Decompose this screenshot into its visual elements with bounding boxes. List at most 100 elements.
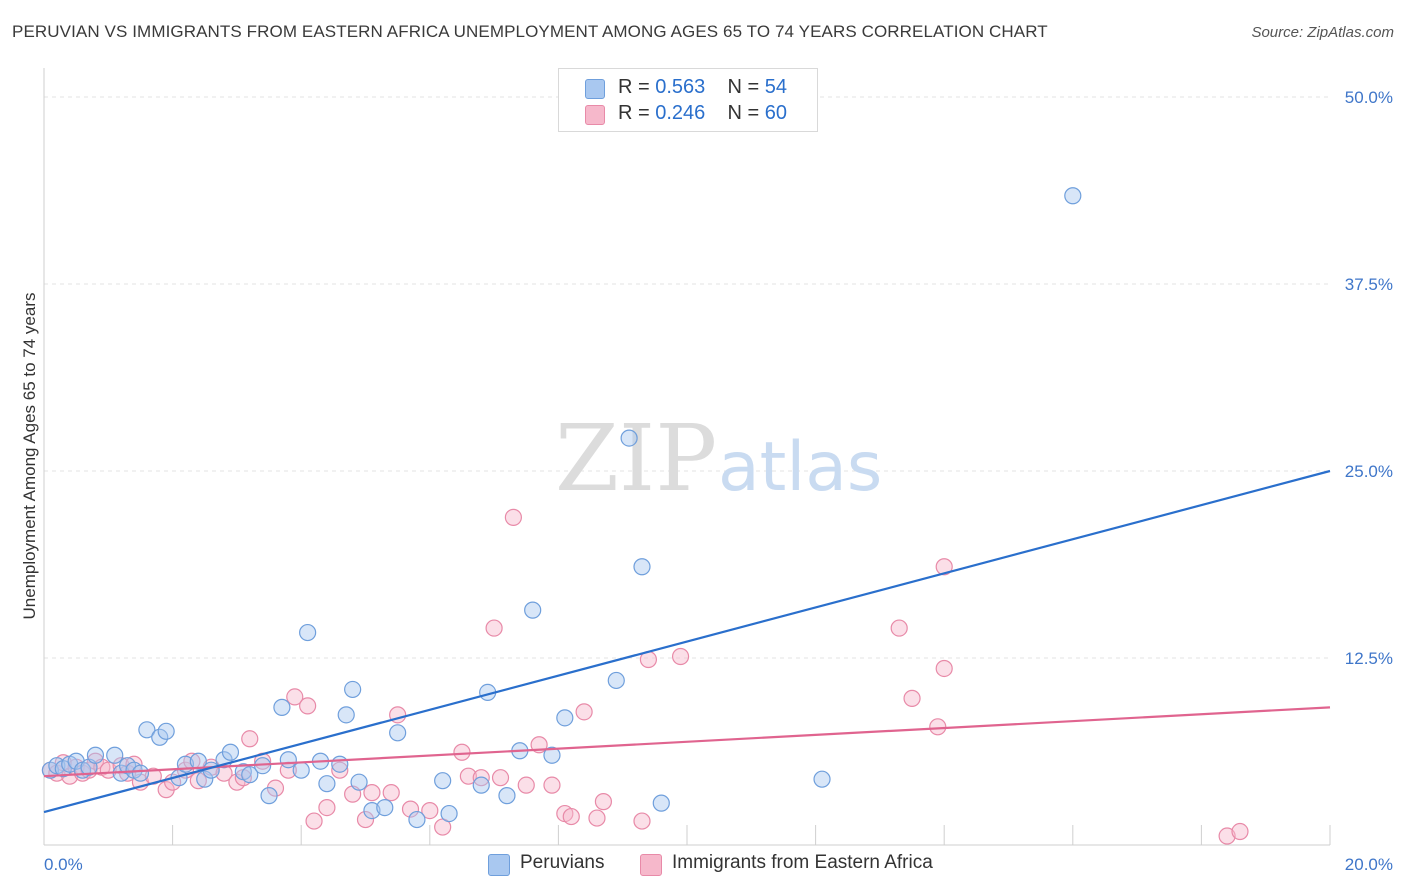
data-point-peruvians [196, 770, 214, 788]
chart-title: PERUVIAN VS IMMIGRANTS FROM EASTERN AFRI… [12, 22, 1048, 41]
data-point-eastern-africa [401, 800, 420, 818]
legend-n-value: 54 [764, 76, 788, 98]
x-tick-labels: 0.0% 20.0% [44, 855, 1393, 874]
legend-n-value: 60 [764, 102, 788, 124]
data-point-peruvians [543, 746, 561, 764]
data-point-eastern-africa [485, 619, 503, 637]
data-point-peruvians [1064, 187, 1082, 205]
data-point-peruvians [279, 751, 297, 769]
data-point-peruvians [260, 787, 278, 805]
data-point-peruvians [331, 755, 349, 773]
data-point-eastern-africa [1231, 822, 1249, 841]
data-point-peruvians [151, 728, 169, 746]
data-point-peruvians [299, 623, 317, 642]
data-point-eastern-africa [575, 703, 593, 721]
data-point-eastern-africa [86, 752, 105, 770]
data-point-eastern-africa [286, 688, 304, 706]
legend-r-value: 0.563 [655, 76, 706, 98]
data-point-eastern-africa [491, 769, 510, 787]
data-point-peruvians [106, 746, 124, 764]
data-point-eastern-africa [299, 697, 317, 715]
trend-line-peruvians [43, 469, 1331, 814]
data-point-peruvians [556, 709, 574, 727]
data-point-peruvians [363, 801, 381, 820]
data-point-eastern-africa [633, 812, 651, 830]
bottom-legend-label: Peruvians [520, 852, 605, 873]
data-point-eastern-africa [305, 812, 323, 830]
source-label: Source: ZipAtlas.com [1251, 24, 1394, 41]
legend-swatch-pink [585, 105, 605, 125]
data-point-peruvians [86, 746, 105, 764]
axes [43, 68, 1331, 846]
data-point-peruvians [633, 558, 651, 576]
data-point-eastern-africa [903, 689, 921, 707]
data-point-eastern-africa [517, 776, 535, 794]
data-point-eastern-africa [459, 767, 477, 785]
y-tick-label: 12.5% [1345, 649, 1393, 668]
data-point-eastern-africa [1218, 827, 1236, 845]
data-point-peruvians [620, 429, 638, 447]
trend-lines [43, 469, 1331, 814]
trend-line-eastern-africa [43, 706, 1331, 778]
data-point-peruvians [408, 810, 426, 829]
data-point-eastern-africa [543, 776, 561, 794]
data-point-eastern-africa [890, 619, 908, 637]
data-point-eastern-africa [671, 647, 690, 666]
legend-swatch-blue [585, 79, 605, 99]
data-point-eastern-africa [421, 801, 439, 820]
data-point-eastern-africa [382, 784, 400, 802]
data-point-eastern-africa [453, 743, 471, 761]
data-point-peruvians [607, 671, 625, 690]
legend-r-label: R = [618, 76, 656, 98]
x-tick-label: 20.0% [1345, 855, 1393, 874]
data-point-eastern-africa [935, 558, 953, 576]
x-tick-label: 0.0% [44, 855, 83, 874]
data-point-peruvians [318, 775, 336, 793]
data-point-peruvians [131, 764, 150, 782]
data-point-eastern-africa [331, 761, 349, 779]
legend-r-label: R = [618, 102, 656, 124]
data-point-peruvians [138, 721, 156, 739]
bottom-legend-label: Immigrants from Eastern Africa [672, 852, 933, 873]
data-point-eastern-africa [363, 784, 381, 802]
legend-n-label: N = [727, 102, 765, 124]
data-point-eastern-africa [588, 809, 606, 827]
y-tick-label: 37.5% [1345, 275, 1393, 294]
data-point-peruvians [389, 724, 407, 742]
data-point-peruvians [337, 706, 355, 724]
data-point-eastern-africa [356, 810, 375, 829]
data-point-peruvians [434, 772, 452, 790]
bottom-legend-swatch-blue [488, 854, 510, 876]
data-point-eastern-africa [99, 761, 117, 779]
y-tick-label: 50.0% [1345, 88, 1393, 107]
y-tick-labels: 12.5% 25.0% 37.5% 50.0% [1345, 88, 1393, 668]
data-point-eastern-africa [189, 772, 207, 790]
legend-n-label: N = [727, 76, 765, 98]
legend-r-value: 0.246 [655, 102, 706, 124]
data-point-peruvians [524, 601, 542, 619]
data-point-peruvians [813, 770, 831, 788]
series-eastern-africa-points [41, 508, 1249, 845]
watermark: ZIP atlas [555, 405, 882, 512]
data-point-eastern-africa [504, 508, 522, 526]
data-point-eastern-africa [594, 793, 613, 811]
data-point-peruvians [292, 761, 310, 779]
data-point-peruvians [241, 766, 259, 784]
data-point-peruvians [344, 680, 362, 699]
correlation-legend: R = 0.563 N = 54 R = 0.246 N = 60 [558, 68, 818, 132]
y-axis-label: Unemployment Among Ages 65 to 74 years [20, 292, 39, 620]
data-point-eastern-africa [935, 659, 953, 678]
grid-lines [44, 96, 1330, 659]
data-point-peruvians [376, 798, 394, 817]
data-point-peruvians [498, 787, 516, 805]
data-point-peruvians [350, 773, 368, 791]
y-tick-label: 25.0% [1345, 462, 1393, 481]
watermark-atlas: atlas [718, 428, 882, 507]
data-point-peruvians [652, 794, 670, 812]
data-point-peruvians [273, 698, 291, 716]
data-point-eastern-africa [318, 798, 336, 817]
data-point-eastern-africa [929, 718, 947, 736]
series-peruvians-points [41, 187, 1082, 829]
data-point-peruvians [157, 722, 175, 740]
